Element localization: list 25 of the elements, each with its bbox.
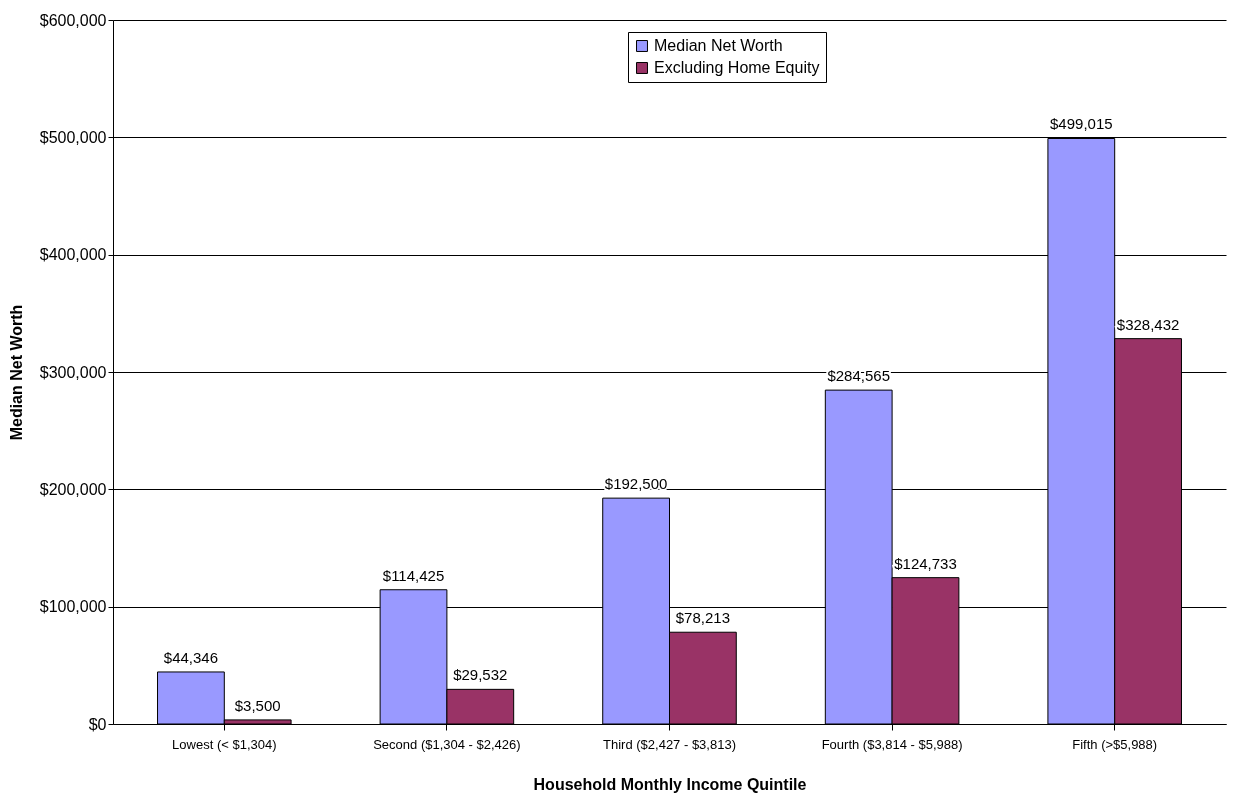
data-label: $3,500	[234, 696, 281, 714]
x-tick-label: Lowest (< $1,304)	[172, 736, 277, 752]
x-tick-label: Fourth ($3,814 - $5,988)	[821, 736, 963, 752]
x-tick-label: Fifth (>$5,988)	[1072, 736, 1158, 752]
y-tick-label: $500,000	[39, 128, 107, 146]
data-label: $328,432	[1116, 315, 1180, 333]
y-tick-label: $600,000	[39, 11, 107, 29]
data-label: $114,425	[382, 566, 445, 584]
x-axis-title: Household Monthly Income Quintile	[533, 775, 807, 793]
y-axis-title: Median Net Worth	[7, 304, 25, 441]
data-label: $499,015	[1050, 115, 1113, 133]
data-label: $192,500	[604, 475, 668, 493]
data-label: $124,733	[894, 554, 957, 572]
x-tick-label: Second ($1,304 - $2,426)	[373, 736, 521, 752]
legend-label: Excluding Home Equity	[654, 59, 820, 76]
y-tick-label: $200,000	[39, 480, 107, 498]
y-tick-label: $0	[88, 715, 107, 733]
data-label: $29,532	[453, 666, 508, 684]
y-tick-label: $400,000	[39, 246, 107, 264]
y-tick-label: $100,000	[39, 598, 107, 616]
y-tick-label: $300,000	[39, 363, 107, 381]
data-label: $78,213	[675, 609, 731, 627]
data-label: $44,346	[163, 648, 219, 666]
x-tick-label: Third ($2,427 - $3,813)	[603, 736, 736, 752]
legend-label: Median Net Worth	[654, 37, 783, 54]
